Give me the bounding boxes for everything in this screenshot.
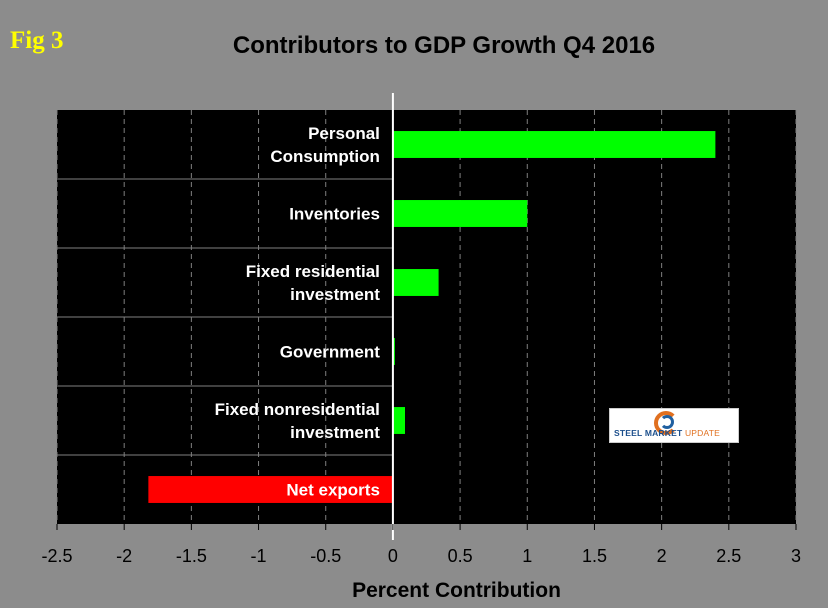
tick-label: 0.5 [448,546,473,566]
category-labels: Personal Consumption Inventories Fixed resi… [215,124,381,500]
figure-label: Fig 3 [10,27,64,54]
logo-update: UPDATE [684,428,720,438]
logo-text: STEEL MARKET UPDATE [614,428,720,438]
tick-label: 2 [657,546,667,566]
category-label: Fixed nonresidential [215,400,380,419]
bar [392,131,716,158]
logo-market: MARKET [644,428,683,438]
category-label: Fixed residential [246,262,380,281]
category-label: Consumption [270,147,380,166]
bar [392,269,439,296]
x-axis-ticks: -2.5 -2 -1.5 -1 -0.5 0 0.5 1 1.5 2 2.5 3 [41,524,801,566]
tick-label: 1 [522,546,532,566]
tick-label: -2 [116,546,132,566]
bar [148,476,393,503]
gridlines [56,110,797,524]
bars [148,131,716,503]
category-label: investment [290,285,380,304]
bar [392,200,528,227]
tick-label: 1.5 [582,546,607,566]
category-label-negative: Net exports [286,481,380,500]
steel-market-update-logo: STEEL MARKET UPDATE [609,408,739,443]
tick-label: -1 [251,546,267,566]
logo-swoosh-inner-icon [660,415,674,429]
tick-label: 2.5 [716,546,741,566]
tick-label: -0.5 [310,546,341,566]
category-label: Personal [308,124,380,143]
bar [392,407,406,434]
category-label: Government [280,343,380,362]
tick-label: -2.5 [41,546,72,566]
chart-title: Contributors to GDP Growth Q4 2016 [232,32,656,59]
tick-label: 0 [388,546,398,566]
logo-brand: STEEL [614,428,643,438]
category-label: Inventories [289,205,380,224]
category-label: investment [290,423,380,442]
x-axis-title: Percent Contribution [352,579,561,602]
tick-label: -1.5 [176,546,207,566]
tick-label: 3 [791,546,801,566]
logo-swoosh-icon [654,411,678,435]
